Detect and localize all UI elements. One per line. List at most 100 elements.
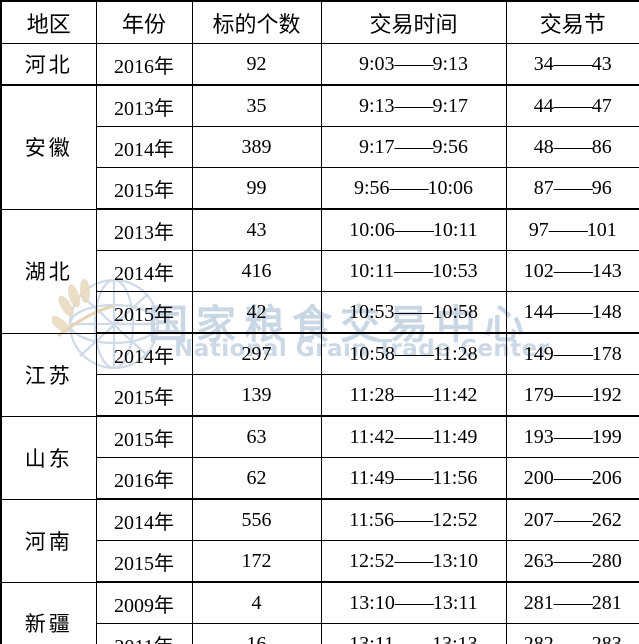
trading-time-cell: 13:11——13:13 [320,623,507,644]
year-cell: 2014年 [95,250,193,292]
trading-time-cell: 9:17——9:56 [320,126,507,168]
range-dash: —— [553,632,593,644]
year-cell: 2015年 [95,167,193,210]
time-start: 13:11 [349,632,395,644]
table-row: 安徽 2013年 35 9:13——9:17 44——47 [0,84,639,210]
trading-session-cell: 87——96 [505,167,639,210]
region-cell: 河南 [0,498,97,583]
trading-session-cell: 281——281 [505,581,639,624]
session-start: 281 [523,591,554,614]
year-cell: 2014年 [95,332,193,375]
range-dash: —— [394,466,434,489]
time-start: 11:56 [349,508,395,531]
session-end: 281 [591,591,622,614]
time-end: 10:06 [427,176,474,199]
lot-count-cell: 4 [191,581,322,624]
time-end: 11:42 [432,383,478,406]
lot-count-cell: 35 [191,84,322,127]
session-start: 102 [523,259,554,282]
lot-count-cell: 389 [191,126,322,168]
trading-session-cell: 263——280 [505,540,639,583]
lot-count-cell: 92 [191,43,322,86]
time-end: 10:11 [432,218,478,241]
table-row: 2014年 389 9:17——9:56 48——86 [1,126,639,168]
time-start: 12:52 [348,549,395,572]
trading-time-cell: 10:06——10:11 [320,208,507,251]
session-end: 148 [591,300,622,323]
range-dash: —— [553,383,593,406]
lot-count-cell: 43 [191,208,322,251]
range-dash: —— [394,52,434,75]
lot-count-cell: 63 [191,415,322,458]
trading-time-cell: 9:13——9:17 [320,84,507,127]
year-cell: 2014年 [95,126,193,168]
lot-count-cell: 172 [191,540,322,583]
trading-session-cell: 102——143 [505,250,639,292]
year-cell: 2015年 [95,374,193,417]
time-end: 10:58 [432,300,479,323]
session-end: 43 [591,52,612,75]
session-start: 144 [523,300,554,323]
session-start: 282 [523,632,554,644]
column-header-trading-session: 交易节 [505,0,639,44]
trading-time-cell: 11:42——11:49 [320,415,507,458]
trading-session-cell: 44——47 [505,84,639,127]
trading-time-cell: 10:53——10:58 [320,291,507,334]
table-row: 河南 2014年 556 11:56 ——12:52 207——262 [0,498,639,583]
range-dash: —— [389,176,429,199]
time-end: 11:56 [432,466,478,489]
range-dash: —— [394,135,434,158]
time-start: 10:53 [348,300,395,323]
table-row: 江苏 2014年 297 10:58——11:28 149——178 [0,332,639,417]
year-cell: 2015年 [95,291,193,334]
trading-session-cell: 193——199 [505,415,639,458]
range-dash: —— [394,549,434,572]
time-end: 9:13 [432,52,469,75]
range-dash: —— [394,218,434,241]
time-end: 11:28 [432,342,478,365]
time-start: 9:17 [358,135,395,158]
range-dash: —— [548,218,588,241]
lot-count-cell: 556 [191,498,322,541]
table-row: 2015年 99 9:56——10:06 87——96 [1,167,639,210]
session-end: 206 [591,466,622,489]
column-header-year: 年份 [95,0,193,44]
session-end: 199 [591,425,622,448]
trading-time-cell: 13:10——13:11 [320,581,507,624]
time-end: 13:11 [432,591,478,614]
time-start: 13:10 [349,591,395,614]
range-dash: —— [553,466,593,489]
lot-count-cell: 139 [191,374,322,417]
trading-session-cell: 207——262 [505,498,639,541]
range-dash: —— [394,94,434,117]
session-start: 44 [533,94,554,117]
range-dash: —— [553,176,593,199]
table-row: 新疆 2009年 4 13:10——13:11 281——281 [0,581,639,644]
session-start: 97 [528,218,549,241]
trading-time-cell: 11:49——11:56 [320,457,507,500]
table-row: 2016年 62 11:49——11:56 200——206 [1,457,639,500]
trading-time-cell: 9:56——10:06 [320,167,507,210]
time-end: 9:17 [432,94,469,117]
range-dash: —— [553,259,593,282]
trading-session-cell: 34——43 [505,43,639,86]
year-cell: 2014年 [95,498,193,541]
lot-count-cell: 62 [191,457,322,500]
range-dash: —— [553,342,593,365]
lot-count-cell: 16 [191,623,322,644]
session-start: 263 [523,549,554,572]
session-end: 192 [591,383,622,406]
table-row: 2015年 139 11:28——11:42 179——192 [1,374,639,417]
table-header-row: 地区 年份 标的个数 交易时间 交易节 [0,0,639,44]
range-dash: —— [553,52,593,75]
time-end: 13:10 [432,549,479,572]
time-start: 9:03 [358,52,395,75]
session-start: 48 [533,135,554,158]
year-cell: 2016年 [95,43,193,86]
region-cell: 安徽 [0,84,97,210]
session-end: 47 [591,94,612,117]
trading-session-cell: 48——86 [505,126,639,168]
session-start: 193 [523,425,554,448]
trading-time-cell: 12:52——13:10 [320,540,507,583]
range-dash: —— [553,94,593,117]
